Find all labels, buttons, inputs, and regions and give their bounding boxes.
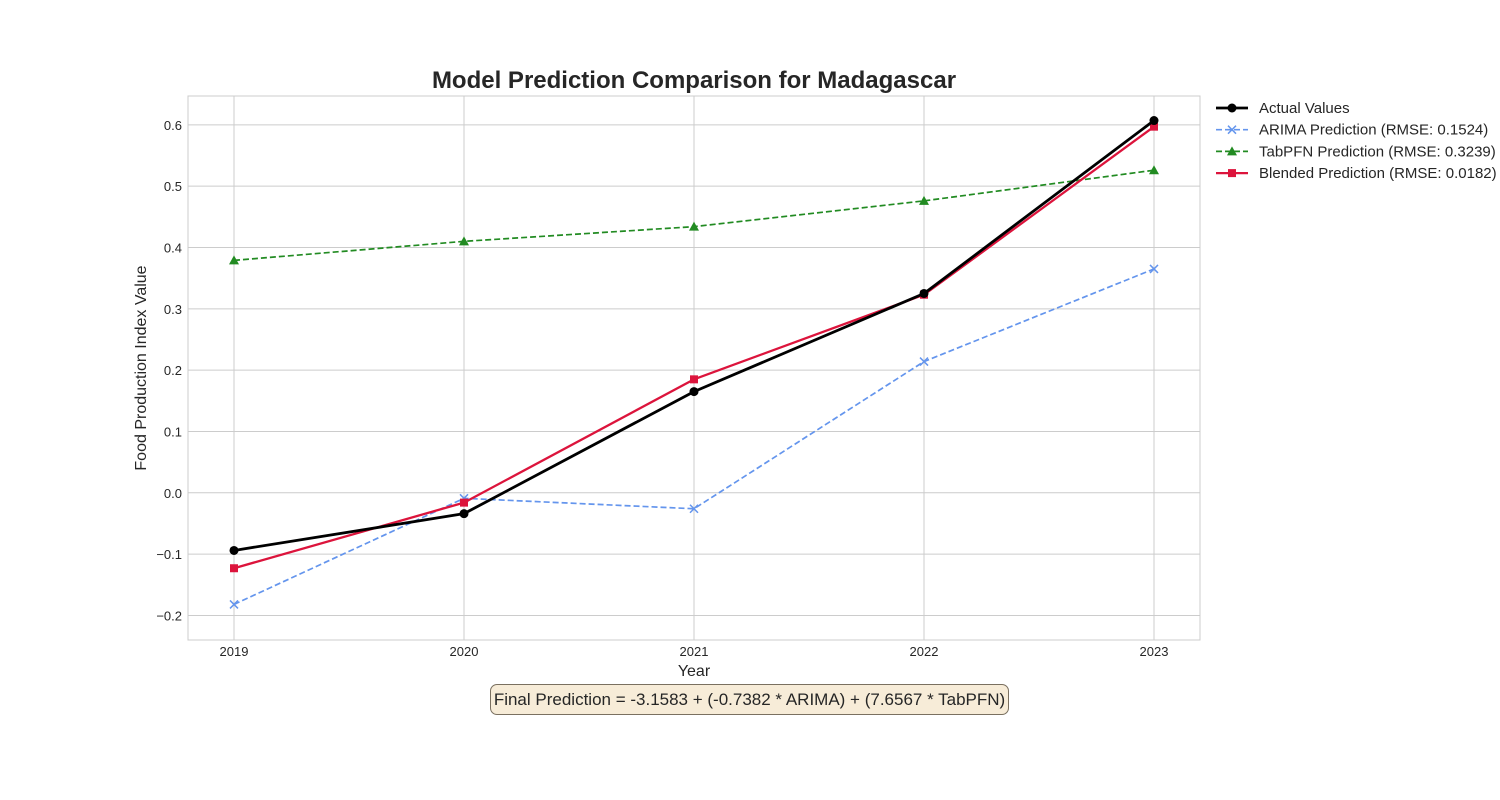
legend-label: TabPFN Prediction (RMSE: 0.3239) [1259, 143, 1496, 160]
legend-marker [1228, 169, 1236, 178]
y-tick-label: 0.0 [164, 486, 182, 501]
formula-annotation: Final Prediction = -3.1583 + (-0.7382 * … [490, 684, 1009, 715]
legend-item: TabPFN Prediction (RMSE: 0.3239) [1216, 143, 1496, 160]
data-point [229, 545, 239, 555]
chart-title: Model Prediction Comparison for Madagasc… [432, 67, 956, 94]
legend-marker [1227, 103, 1237, 113]
y-tick-labels: −0.2 −0.1 0.0 0.1 0.2 0.3 0.4 0.5 0.6 [156, 118, 182, 624]
data-point [1150, 122, 1158, 131]
data-point [690, 375, 698, 384]
data-point [919, 357, 929, 367]
x-tick-label: 2020 [450, 644, 479, 659]
data-point [229, 599, 239, 609]
y-tick-label: 0.2 [164, 363, 182, 378]
y-axis-label: Food Production Index Value [133, 265, 150, 470]
legend-label: ARIMA Prediction (RMSE: 0.1524) [1259, 122, 1488, 139]
x-tick-label: 2021 [680, 644, 709, 659]
data-point [919, 195, 929, 205]
legend-label: Actual Values [1259, 100, 1350, 117]
x-axis-label: Year [678, 663, 711, 680]
data-point [1149, 264, 1159, 274]
data-point [460, 498, 468, 507]
data-point [229, 255, 239, 265]
series-2 [229, 165, 1159, 265]
series-line [233, 268, 1155, 606]
y-tick-label: −0.2 [156, 608, 182, 623]
legend-label: Blended Prediction (RMSE: 0.0182) [1259, 165, 1497, 182]
data-point [1149, 165, 1159, 175]
series-layer [229, 116, 1159, 609]
data-point [230, 564, 238, 573]
data-point [689, 387, 699, 397]
grid-lines [188, 96, 1200, 640]
series-0 [229, 116, 1159, 555]
legend-item: Blended Prediction (RMSE: 0.0182) [1216, 165, 1497, 182]
y-tick-label: 0.4 [164, 240, 182, 255]
legend-marker [1227, 125, 1237, 135]
x-tick-label: 2019 [220, 644, 249, 659]
data-point [689, 504, 699, 514]
data-point [459, 236, 469, 246]
y-tick-label: −0.1 [156, 547, 182, 562]
legend-marker [1227, 146, 1237, 156]
y-tick-label: 0.6 [164, 118, 182, 133]
legend: Actual Values ARIMA Prediction (RMSE: 0.1… [1216, 100, 1497, 182]
x-tick-label: 2023 [1140, 644, 1169, 659]
data-point [459, 509, 469, 519]
y-tick-label: 0.1 [164, 424, 182, 439]
legend-item: ARIMA Prediction (RMSE: 0.1524) [1216, 122, 1488, 139]
x-tick-labels: 2019 2020 2021 2022 2023 [220, 644, 1169, 659]
legend-item: Actual Values [1216, 100, 1350, 117]
y-tick-label: 0.5 [164, 179, 182, 194]
data-point [1149, 116, 1159, 126]
y-tick-label: 0.3 [164, 302, 182, 317]
data-point [689, 221, 699, 231]
x-tick-label: 2022 [910, 644, 939, 659]
data-point [919, 288, 929, 298]
